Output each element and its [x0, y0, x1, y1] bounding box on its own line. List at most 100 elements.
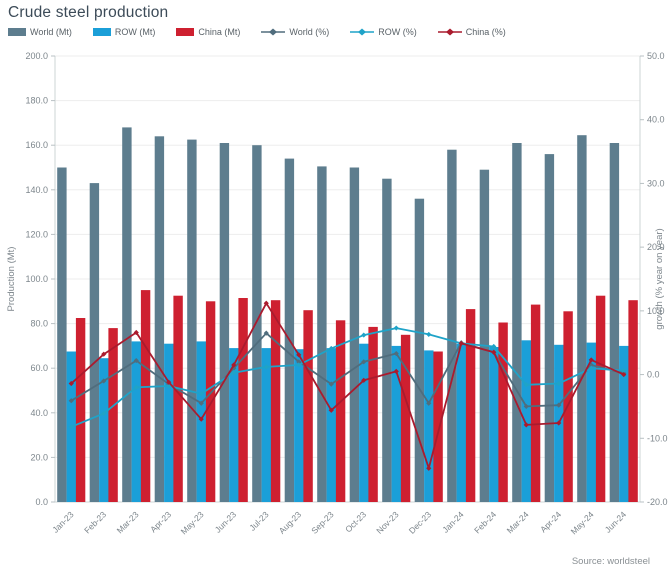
- legend-item-world-mt[interactable]: World (Mt): [8, 27, 72, 37]
- source-note: Source: worldsteel: [571, 556, 650, 567]
- bar: [335, 320, 346, 502]
- line-marker: [556, 420, 562, 426]
- line-marker: [523, 422, 529, 428]
- legend-label: ROW (%): [378, 27, 417, 37]
- line-marker: [458, 340, 464, 346]
- legend-item-china-pct[interactable]: China (%): [437, 27, 506, 37]
- line-china: [68, 300, 627, 471]
- gridlines: [55, 55, 640, 458]
- bar: [349, 167, 360, 502]
- bar: [164, 343, 174, 502]
- bar: [173, 295, 183, 502]
- line-marker: [101, 351, 107, 357]
- bar: [252, 145, 262, 502]
- line-marker: [133, 357, 139, 364]
- legend-label: ROW (Mt): [114, 27, 156, 37]
- svg-text:Jun-23: Jun-23: [213, 509, 239, 535]
- chart-legend: World (Mt) ROW (Mt) China (Mt) World (%) ROW…: [8, 27, 506, 37]
- bar: [317, 166, 327, 502]
- svg-text:40.0: 40.0: [30, 408, 48, 418]
- svg-text:-20.0: -20.0: [647, 497, 668, 507]
- svg-text:140.0: 140.0: [25, 185, 48, 195]
- svg-text:60.0: 60.0: [30, 363, 48, 373]
- svg-text:Sep-23: Sep-23: [309, 509, 336, 536]
- bar: [57, 167, 67, 502]
- line-marker: [426, 400, 432, 406]
- legend-line-marker-swatch: [350, 28, 375, 36]
- svg-text:Apr-24: Apr-24: [538, 509, 563, 534]
- bar: [465, 309, 476, 502]
- svg-text:Jan-24: Jan-24: [440, 509, 466, 535]
- bar: [512, 143, 522, 502]
- bars-row-mt: [66, 340, 629, 502]
- bar: [359, 343, 369, 502]
- legend-line-marker-swatch: [261, 28, 286, 36]
- svg-text:30.0: 30.0: [647, 178, 665, 188]
- svg-text:Mar-24: Mar-24: [505, 509, 531, 535]
- line-marker: [231, 365, 237, 371]
- bar: [400, 334, 411, 503]
- bar: [382, 178, 392, 502]
- line-marker: [296, 359, 302, 365]
- bar: [530, 304, 541, 502]
- svg-text:120.0: 120.0: [25, 229, 48, 239]
- bar: [108, 328, 118, 502]
- bar: [619, 345, 629, 502]
- line-marker: [621, 368, 627, 374]
- legend-item-world-pct[interactable]: World (%): [261, 27, 329, 37]
- legend-item-china-mt[interactable]: China (Mt): [176, 27, 240, 37]
- legend-item-row-mt[interactable]: ROW (Mt): [92, 27, 156, 37]
- line-marker: [556, 380, 562, 387]
- line-marker: [101, 410, 107, 417]
- line-marker: [523, 403, 529, 410]
- svg-text:20.0: 20.0: [647, 242, 665, 252]
- bar: [187, 139, 197, 502]
- line-marker: [491, 349, 497, 355]
- legend-item-row-pct[interactable]: ROW (%): [350, 27, 417, 37]
- line-marker: [393, 325, 399, 331]
- bar: [89, 183, 100, 502]
- line-row: [68, 325, 627, 430]
- line-marker: [491, 343, 497, 350]
- right-axis-labels: -20.0 -10.0 0.0 10.0 20.0 30.0 40.0 50.0: [640, 51, 668, 507]
- bar: [99, 358, 109, 502]
- svg-text:Oct-23: Oct-23: [343, 509, 368, 534]
- line-marker: [296, 352, 302, 358]
- left-axis-labels: 0.0 20.0 40.0 60.0 80.0 100.0 120.0 140.0 160.0 1…: [25, 51, 55, 507]
- line-marker: [263, 364, 269, 370]
- svg-text:Aug-23: Aug-23: [277, 509, 304, 536]
- bar: [261, 348, 271, 502]
- line-marker: [588, 365, 594, 371]
- line-marker: [361, 377, 367, 383]
- line-marker: [101, 378, 107, 384]
- chart-title: Crude steel production: [8, 4, 169, 21]
- bar: [326, 348, 336, 502]
- bar: [368, 326, 378, 502]
- bar: [544, 154, 555, 502]
- bar: [489, 347, 499, 502]
- bar: [140, 290, 151, 502]
- svg-text:May-23: May-23: [179, 509, 206, 536]
- svg-text:May-24: May-24: [569, 509, 596, 536]
- line-marker: [393, 350, 399, 357]
- svg-text:Feb-24: Feb-24: [472, 509, 498, 535]
- legend-bar-swatch: [8, 28, 26, 36]
- bars-china-mt: [75, 290, 638, 503]
- svg-text:200.0: 200.0: [25, 51, 48, 61]
- line-marker: [68, 398, 74, 404]
- bar: [433, 351, 443, 502]
- bar: [479, 169, 490, 502]
- bar: [122, 127, 132, 503]
- bar: [456, 343, 466, 502]
- line-marker: [328, 345, 334, 352]
- legend-line-marker-swatch: [437, 28, 462, 36]
- bar: [270, 300, 281, 502]
- svg-text:Jun-24: Jun-24: [603, 509, 629, 535]
- svg-text:Jan-23: Jan-23: [50, 509, 76, 535]
- legend-label: World (Mt): [30, 27, 72, 37]
- legend-label: China (%): [465, 27, 506, 37]
- legend-label: China (Mt): [198, 27, 241, 37]
- svg-text:80.0: 80.0: [30, 319, 48, 329]
- line-marker: [133, 384, 139, 390]
- svg-text:0.0: 0.0: [647, 370, 660, 380]
